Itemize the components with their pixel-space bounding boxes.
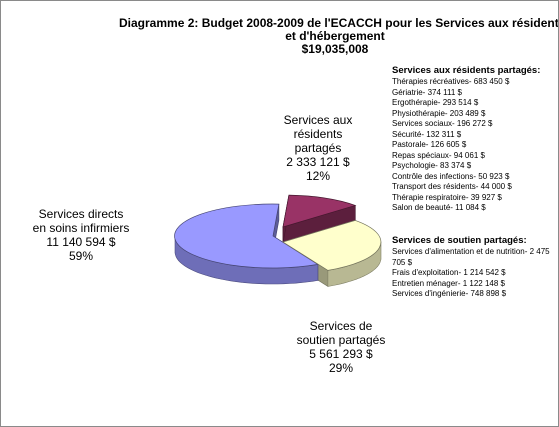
slice-label-direct-percent: 59% <box>68 249 94 263</box>
breakdown-resid-item: Ergothérapie- 293 514 $ <box>392 98 479 107</box>
breakdown-soutien-item: Services d'alimentation et de nutrition-… <box>392 247 550 267</box>
breakdown-resid-item: Contrôle des infections- 50 923 $ <box>392 171 510 181</box>
slice-label-soutien-line-1: Services de <box>309 319 373 333</box>
slice-label-resid-line-3: partagés <box>294 141 342 155</box>
slice-label-soutien-amount: 5 561 293 $ <box>309 347 373 361</box>
breakdown-resid: Services aux résidents partagés: Thérapi… <box>392 65 540 214</box>
pie-slice-direct <box>174 203 319 269</box>
breakdown-soutien: Services de soutien partagés: Services d… <box>392 235 554 300</box>
pie-slice-resid <box>282 194 357 228</box>
chart-total: $19,035,008 <box>301 42 369 56</box>
breakdown-resid-item: Physiothérapie- 203 489 $ <box>392 108 486 118</box>
slice-label-resid: Services aux résidents partagés 2 333 12… <box>263 113 373 183</box>
breakdown-resid-item: Psychologie- 83 374 $ <box>392 161 472 170</box>
slice-label-direct-line-1: Services directs <box>38 207 124 221</box>
breakdown-resid-item: Services sociaux- 196 272 $ <box>392 119 493 128</box>
pie-slice-soutien <box>282 220 382 271</box>
breakdown-resid-item: Sécurité- 132 311 $ <box>392 129 462 139</box>
breakdown-resid-item: Salon de beauté- 11 084 $ <box>392 203 486 212</box>
slice-label-direct: Services directs en soins infirmiers 11 … <box>1 207 161 263</box>
chart-title-line-1: Diagramme 2: Budget 2008-2009 de l'ECACC… <box>119 16 559 30</box>
slice-label-resid-line-1: Services aux <box>283 113 353 127</box>
breakdown-resid-item: Thérapie respiratoire- 39 927 $ <box>392 192 502 202</box>
pie-tops <box>174 194 382 271</box>
slice-label-direct-amount: 11 140 594 $ <box>46 235 116 249</box>
breakdown-resid-item: Pastorale- 126 605 $ <box>392 140 467 149</box>
breakdown-soutien-heading: Services de soutien partagés: <box>392 235 527 246</box>
slice-label-soutien: Services de soutien partagés 5 561 293 $… <box>271 319 411 375</box>
breakdown-resid-item: Transport des résidents- 44 000 $ <box>392 182 512 191</box>
breakdown-soutien-item: Entretien ménager- 1 122 148 $ <box>392 278 505 288</box>
slice-label-resid-amount: 2 333 121 $ <box>286 155 350 169</box>
breakdown-resid-item: Gériatrie- 374 111 $ <box>392 87 462 97</box>
slice-label-soutien-line-2: soutien partagés <box>296 333 386 347</box>
breakdown-soutien-item: Services d'ingénierie- 748 898 $ <box>392 289 507 298</box>
breakdown-resid-item: Repas spéciaux- 94 061 $ <box>392 150 485 160</box>
chart-title-line-2: et d'hébergement <box>285 29 385 43</box>
slice-label-resid-percent: 12% <box>305 169 331 183</box>
slice-label-soutien-percent: 29% <box>328 361 354 375</box>
breakdown-soutien-item: Frais d'exploitation- 1 214 542 $ <box>392 268 506 277</box>
chart-title: Diagramme 2: Budget 2008-2009 de l'ECACC… <box>119 16 559 56</box>
slice-label-resid-line-2: résidents <box>293 127 343 141</box>
breakdown-resid-heading: Services aux résidents partagés: <box>392 65 541 76</box>
breakdown-resid-item: Thérapies récréatives- 683 450 $ <box>392 77 510 86</box>
slice-label-direct-line-2: en soins infirmiers <box>32 221 130 235</box>
